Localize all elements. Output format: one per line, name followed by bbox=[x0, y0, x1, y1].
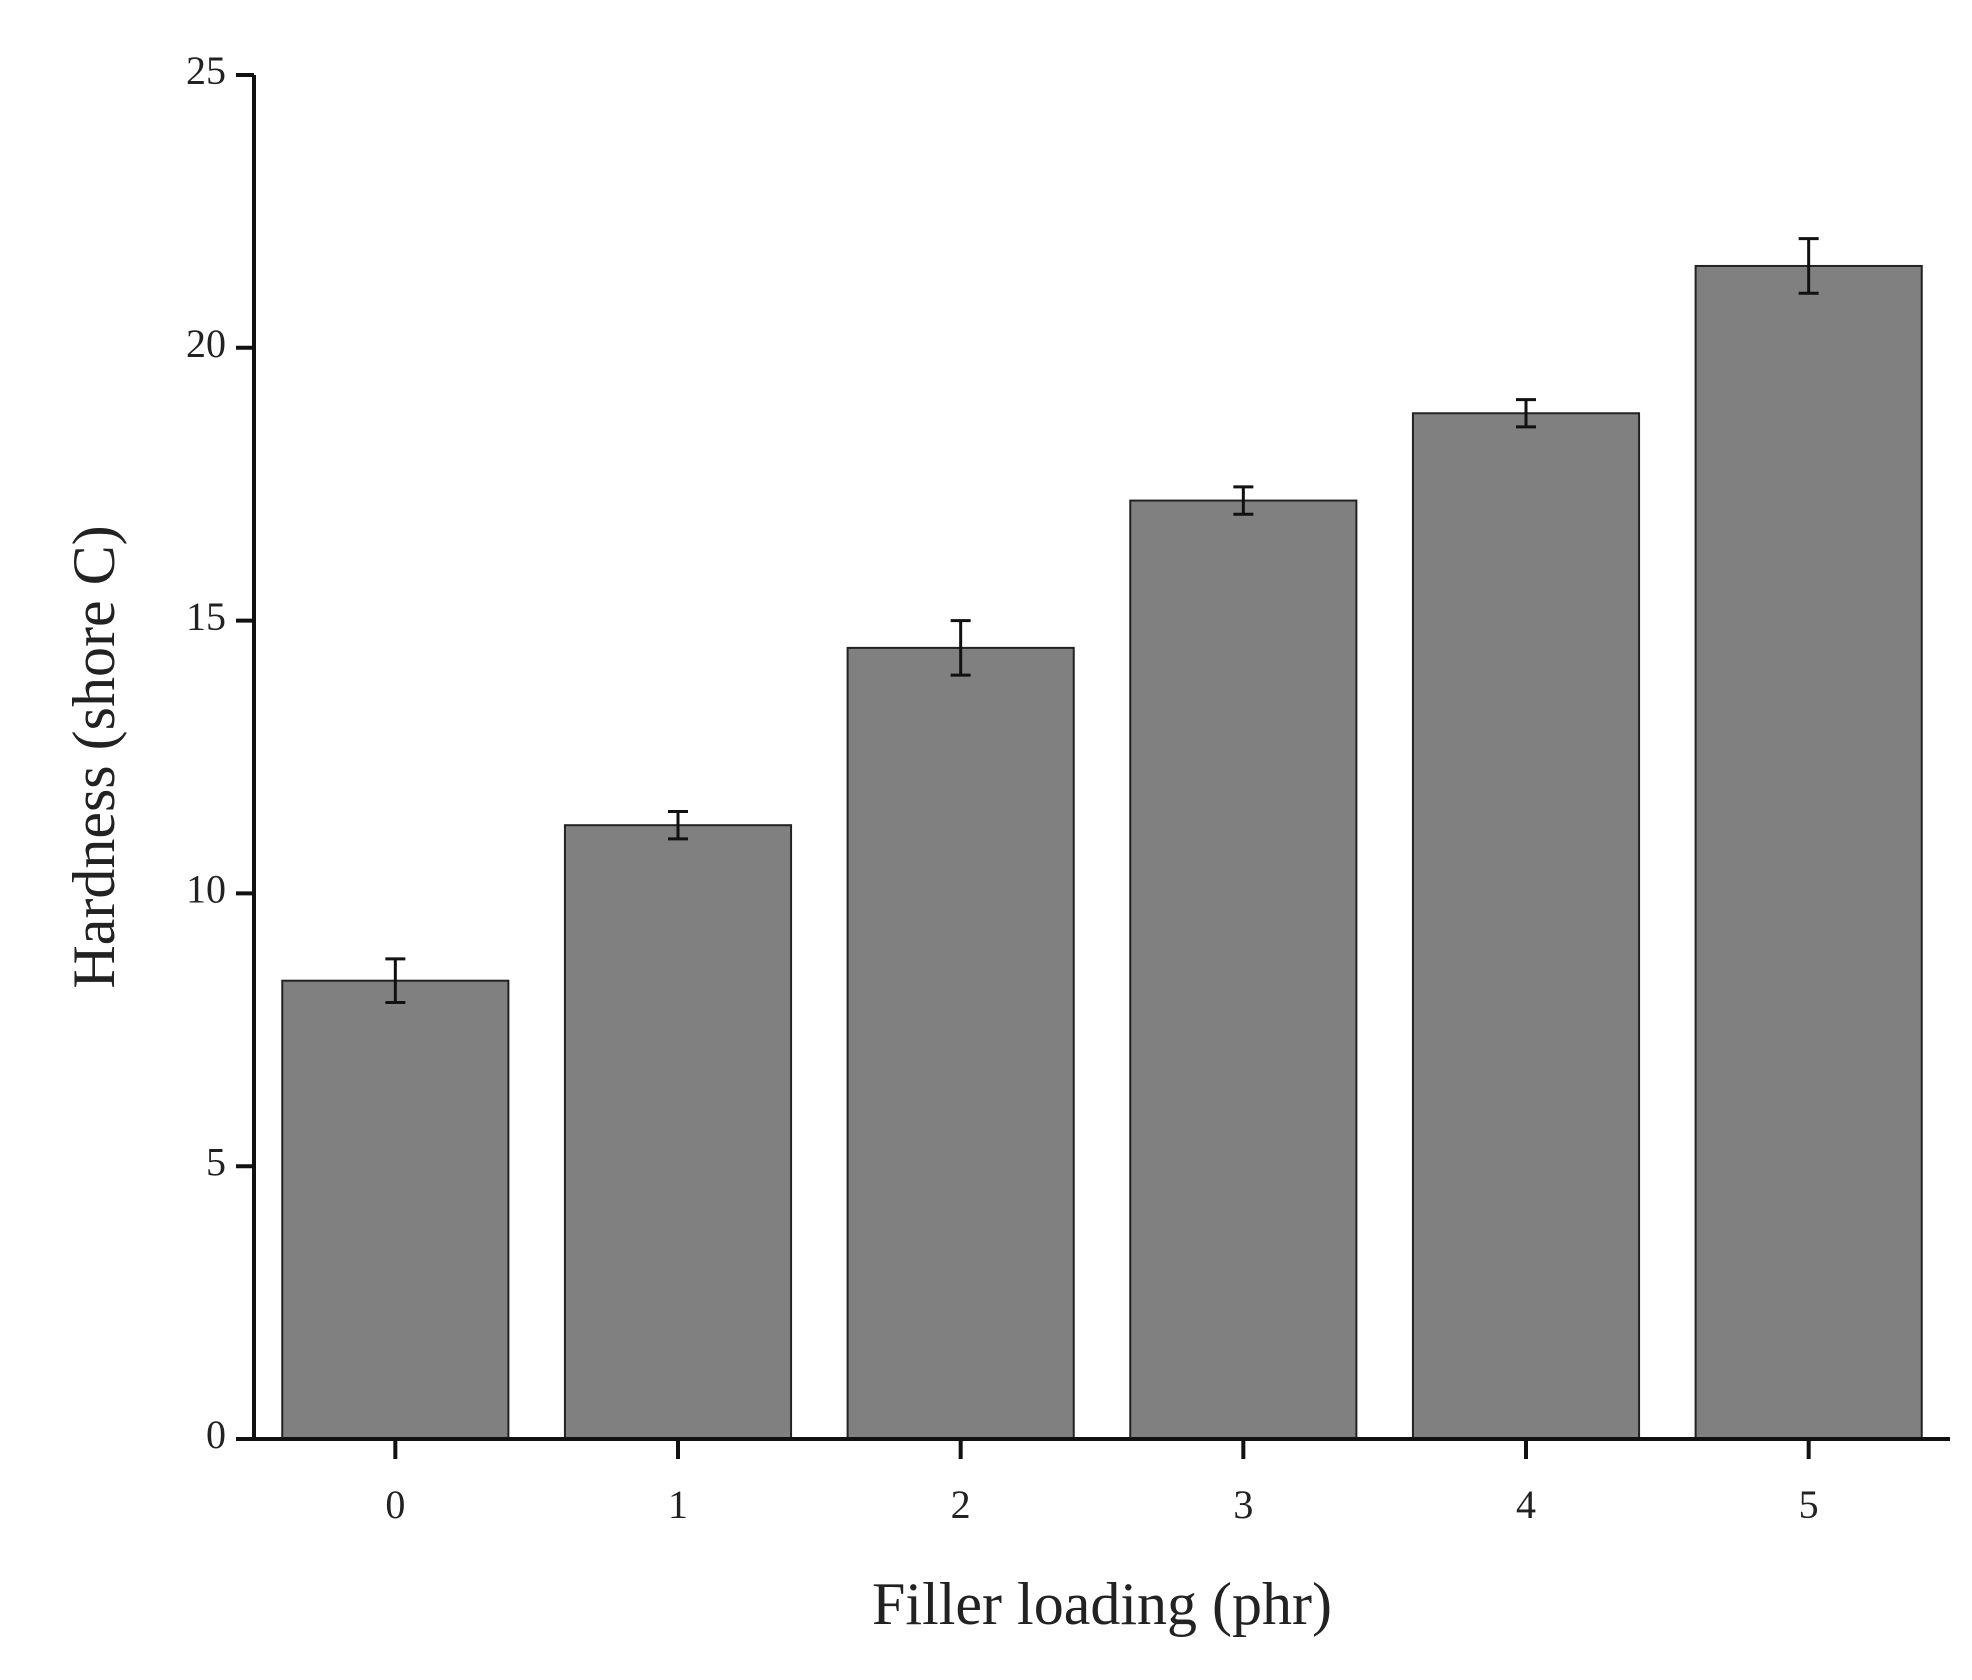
y-tick-label: 5 bbox=[206, 1139, 226, 1184]
bar bbox=[563, 824, 793, 1440]
bar bbox=[846, 646, 1075, 1440]
x-tick-label: 4 bbox=[1516, 1482, 1536, 1527]
y-tick-label: 15 bbox=[186, 594, 226, 639]
bar bbox=[1411, 412, 1641, 1441]
error-bar bbox=[1516, 398, 1536, 429]
y-tick-label: 10 bbox=[186, 867, 226, 912]
x-tick-label: 0 bbox=[385, 1482, 405, 1527]
x-axis-title: Filler loading (phr) bbox=[872, 1571, 1332, 1637]
error-bar bbox=[950, 619, 971, 677]
error-bar bbox=[1233, 485, 1254, 516]
y-tick-label: 20 bbox=[186, 321, 226, 366]
x-tick-label: 3 bbox=[1233, 1482, 1253, 1527]
y-tick-label: 0 bbox=[206, 1412, 226, 1457]
bar bbox=[281, 979, 510, 1440]
bar bbox=[1694, 264, 1923, 1441]
x-tick-label: 1 bbox=[668, 1482, 688, 1527]
x-tick-label: 2 bbox=[951, 1482, 971, 1527]
y-tick-label: 25 bbox=[186, 48, 226, 93]
error-bar bbox=[1798, 237, 1819, 295]
x-tick-label: 5 bbox=[1799, 1482, 1819, 1527]
error-bar bbox=[668, 810, 688, 841]
y-axis-title: Hardness (shore C) bbox=[61, 525, 127, 988]
bar bbox=[1129, 499, 1358, 1440]
error-bar bbox=[385, 957, 406, 1005]
